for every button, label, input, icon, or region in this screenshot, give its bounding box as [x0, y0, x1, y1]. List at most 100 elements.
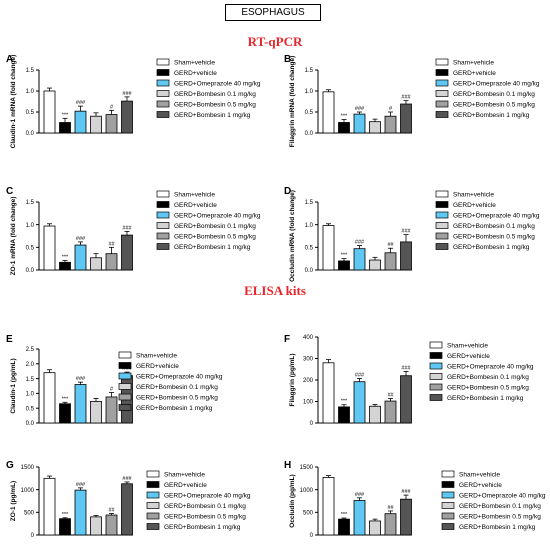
panel-b-significance-label: ### [401, 95, 411, 101]
panel-g-y-axis-label: ZO-1 (pg/mL) [10, 481, 17, 521]
panel-g-y-tick-label: 0 [31, 533, 35, 539]
panel-g-letter: G [6, 460, 14, 471]
panel-a-bar [43, 90, 56, 134]
panel-b-legend-swatch [435, 111, 449, 118]
panel-f-significance-label: *** [341, 399, 348, 405]
panel-a-legend-swatch [156, 90, 170, 97]
panel-d-legend-label: Sham+vehicle [453, 192, 494, 199]
panel-h-bar [400, 498, 412, 536]
panel-e-legend-swatch [118, 383, 132, 390]
panel-a-significance-label: ### [122, 91, 132, 97]
panel-d-bar [338, 260, 350, 271]
panel-a-y-axis-label: Claudin-1 mRNA (fold change) [10, 55, 17, 149]
panel-h-legend-swatch [441, 512, 455, 520]
panel-d-legend-swatch [435, 232, 449, 240]
panel-h-bar [384, 513, 397, 536]
panel-b-significance-label: # [389, 106, 393, 112]
panel-f-bar [369, 405, 381, 424]
panel-b-bar [338, 122, 350, 134]
panel-f-legend-swatch [429, 352, 443, 359]
panel-c-legend-swatch [156, 201, 170, 208]
panel-g-significance-label: ### [122, 476, 132, 482]
panel-f-y-tick-label: 0 [310, 421, 314, 427]
panel-a-legend-swatch [156, 100, 170, 108]
panel-h-bar [353, 500, 366, 536]
panel-b-bar [384, 115, 397, 134]
panel-c-y-tick-label: 1.0 [26, 223, 35, 229]
panel-b-y-axis-label: Filaggrin mRNA (fold change) [289, 56, 296, 147]
panel-h-legend-label: GERD+Bombesin 0.1 mg/kg [459, 503, 541, 510]
panel-e-significance-label: # [110, 387, 114, 393]
panel-h-significance-label: ### [355, 492, 365, 498]
panel-h-y-axis-label: Occludin (pg/mL) [289, 474, 296, 527]
panel-g-y-tick-label: 1000 [21, 488, 35, 494]
panel-e-letter: E [6, 334, 13, 345]
panel-e-significance-label: *** [62, 396, 69, 402]
panel-d-legend-label: GERD+Bombesin 0.5 mg/kg [453, 234, 535, 241]
panel-d-letter: D [284, 186, 291, 197]
panel-e-y-axis-label: Claudin-1 (pg/mL) [10, 358, 17, 413]
panel-b-bar [400, 103, 412, 134]
panel-c-legend-swatch [156, 211, 170, 219]
panel-a-bar [105, 114, 118, 134]
panel-b-legend-label: GERD+Bombesin 1 mg/kg [453, 112, 530, 119]
panel-g-legend-label: GERD+vehicle [164, 482, 207, 489]
panel-e-legend-label: GERD+Bombesin 0.1 mg/kg [136, 384, 218, 391]
panel-h-letter: H [284, 460, 291, 471]
panel-d-legend-label: GERD+Bombesin 0.1 mg/kg [453, 223, 535, 230]
panel-c-bar [43, 225, 56, 271]
panel-e-legend-label: GERD+Bombesin 1 mg/kg [136, 405, 213, 412]
panel-d-bar [369, 259, 381, 271]
panel-g-legend-swatch [146, 502, 160, 509]
panel-g-y-tick-label: 500 [24, 511, 35, 517]
panel-f-significance-label: ### [401, 365, 411, 371]
panel-b-y-tick-label: 1.0 [305, 89, 314, 95]
panel-e-significance-label: ### [76, 376, 86, 382]
panel-f-legend-label: GERD+Bombesin 0.1 mg/kg [447, 374, 529, 381]
panel-c-bar [121, 234, 133, 271]
panel-e-bar [74, 384, 87, 424]
panel-g-bar [90, 516, 102, 536]
panel-f-y-tick-label: 300 [303, 357, 314, 363]
panel-e-legend-label: GERD+Omeprazole 40 mg/kg [136, 374, 223, 381]
panel-g-legend-swatch [146, 512, 160, 520]
panel-d-legend-swatch [435, 211, 449, 219]
panel-f-bar [338, 406, 350, 424]
panel-e-y-tick-label: 2.5 [26, 347, 35, 353]
panel-a-legend-swatch [156, 111, 170, 118]
panel-g-bar [105, 514, 118, 536]
panel-b-legend-label: GERD+vehicle [453, 70, 496, 77]
panel-a-letter: A [6, 54, 13, 65]
panel-b-legend-label: Sham+vehicle [453, 60, 494, 67]
panel-f-legend-label: GERD+Bombesin 0.5 mg/kg [447, 385, 529, 392]
panel-a-bar [74, 110, 87, 134]
panel-e-y-tick-label: 0.0 [26, 421, 35, 427]
panel-a-significance-label: # [110, 104, 114, 110]
panel-a-significance-label: *** [62, 112, 69, 118]
panel-f-y-tick-label: 400 [303, 335, 314, 341]
panel-c-significance-label: ### [76, 236, 86, 242]
panel-h-bar [322, 477, 335, 536]
panel-e-legend-swatch [118, 351, 132, 359]
panel-h-legend-swatch [441, 491, 455, 499]
panel-a-legend-swatch [156, 58, 170, 66]
panel-b-legend-swatch [435, 69, 449, 76]
panel-f-significance-label: ### [355, 372, 365, 378]
panel-a-y-tick-label: 1.5 [26, 68, 35, 74]
panel-h-legend-label: GERD+Bombesin 1 mg/kg [459, 524, 536, 531]
panel-h-y-tick-label: 1000 [300, 488, 314, 494]
panel-d-legend-swatch [435, 243, 449, 250]
panel-f-legend-swatch [429, 362, 443, 370]
panel-g-legend-label: Sham+vehicle [164, 472, 205, 479]
panel-f-bar [353, 381, 366, 424]
panel-e-bar [59, 403, 71, 424]
panel-h-significance-label: ## [387, 505, 394, 511]
panel-c-legend-label: GERD+Omeprazole 40 mg/kg [174, 213, 261, 220]
section-title-elisa: ELISA kits [244, 283, 306, 298]
panel-h-bar [338, 518, 350, 536]
panel-g-legend-swatch [146, 523, 160, 530]
panel-e-significance-label: ### [122, 366, 132, 372]
panel-a-bar [121, 100, 133, 134]
panel-b-bar [369, 121, 381, 134]
panel-g-legend-swatch [146, 481, 160, 488]
